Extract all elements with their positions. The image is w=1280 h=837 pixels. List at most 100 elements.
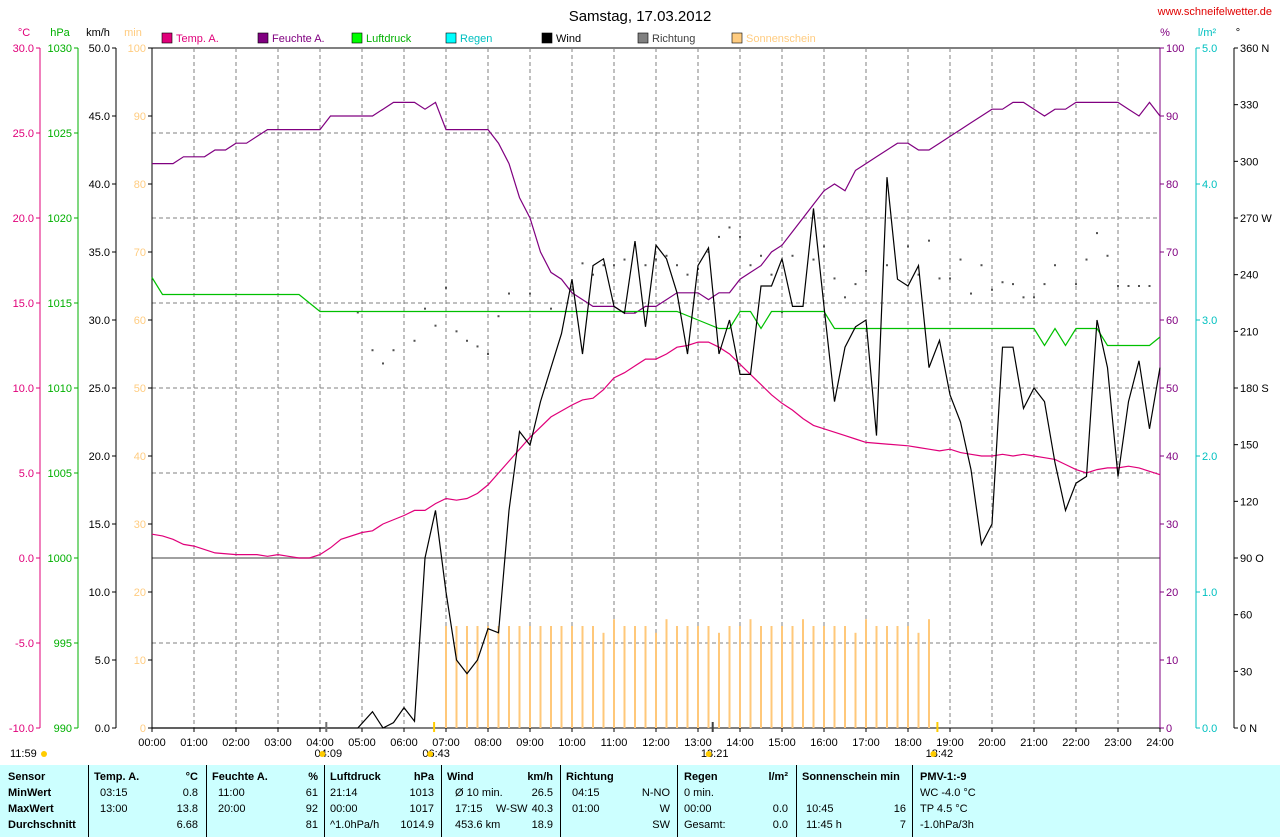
axis-tick-label-sun: 90 [134,111,146,123]
stats-value: N-NO [641,787,670,799]
axis-unit-press: hPa [50,27,70,39]
direction-point [550,307,552,310]
direction-point [476,345,479,348]
stats-value: 1013 [409,787,434,799]
axis-tick-label-wind: 30.0 [89,315,110,327]
watermark: www.schneifelwetter.de [1157,6,1272,18]
direction-point [497,315,500,318]
axis-tick-label-wind: 10.0 [89,587,110,599]
stats-unit-wind: km/h [527,771,553,783]
direction-point [371,349,374,352]
stats-time: 10:45 [806,803,834,815]
axis-unit-temp: °C [18,27,30,39]
x-tick-label: 11:00 [601,737,628,749]
direction-point [917,273,920,276]
stats-header-temp: Temp. A. [94,771,140,783]
direction-point [382,362,384,365]
axis-tick-label-temp: 5.0 [19,468,34,480]
direction-point [865,269,867,272]
stats-value: SW [652,819,670,831]
stats-header-sensor: Sensor [8,771,46,783]
stats-pmv-value: WC -4.0 °C [920,787,976,799]
stats-divider [88,765,89,837]
direction-point [392,349,395,352]
axis-tick-label-press: 1015 [48,298,72,310]
x-tick-label: 03:00 [264,737,292,749]
stats-time: 13:00 [100,803,128,815]
stats-divider [912,765,913,837]
axis-tick-label-rain: 2.0 [1202,451,1217,463]
stats-value: 0.0 [772,803,788,815]
stats-value: 6.68 [176,819,198,831]
stats-header-humidity: Feuchte A. [212,771,268,783]
stats-table: Sensor MinWert MaxWert Durchschnitt Temp. A.… [0,765,1280,837]
legend-label: Wind [556,33,581,45]
stats-time: 11:00 [218,787,245,799]
x-tick-label: 09:00 [516,737,544,749]
direction-point [665,254,668,257]
stats-direction: W-SW [496,803,528,815]
axis-tick-label-press: 995 [54,638,72,650]
direction-point [938,277,941,280]
x-tick-label: 14:00 [726,737,754,749]
stats-time: 00:00 [684,803,712,815]
axis-tick-label-dir: 120 [1240,496,1258,508]
stats-time: 11:45 h [806,819,842,831]
direction-point [959,258,962,261]
stats-unit-humidity: % [308,771,318,783]
direction-point [781,311,783,314]
stats-divider [796,765,797,837]
direction-point [970,292,972,295]
direction-point [592,273,594,276]
axis-tick-label-wind: 20.0 [89,451,110,463]
stats-pmv-value: TP 4.5 °C [920,803,968,815]
direction-point [445,286,447,289]
direction-point [466,339,468,342]
direction-point [356,311,359,314]
direction-point [1148,285,1151,287]
stats-value: 1014.9 [400,819,434,831]
axis-tick-label-temp: 0.0 [19,553,34,565]
stats-value: 7 [899,819,906,831]
stats-unit-pressure: hPa [413,771,434,783]
legend-swatch [445,32,457,44]
x-tick-label: 13:00 [684,737,712,749]
direction-point [613,264,615,267]
axis-tick-label-press: 990 [54,723,72,735]
axis-tick-label-rain: 4.0 [1202,179,1217,191]
stats-time: Gesamt: [684,819,726,831]
stats-time: 453.6 km [455,819,501,831]
direction-point [749,264,752,267]
axis-tick-label-hum: 60 [1166,315,1178,327]
direction-point [728,226,731,229]
legend-swatch [541,32,553,44]
direction-point [413,339,416,342]
axis-tick-label-wind: 5.0 [95,655,110,667]
axis-tick-label-dir: 90 O [1240,553,1264,565]
axis-tick-label-wind: 35.0 [89,247,110,259]
axis-tick-label-press: 1000 [48,553,72,565]
axis-tick-label-hum: 90 [1166,111,1178,123]
direction-point [980,264,983,267]
stats-value: 26.5 [531,787,553,799]
stats-time: 0 min. [684,787,714,799]
axis-tick-label-sun: 20 [134,587,146,599]
axis-tick-label-hum: 30 [1166,519,1178,531]
axis-tick-label-dir: 300 [1240,156,1258,168]
stats-divider [206,765,207,837]
stats-row-label: MinWert [8,787,52,799]
direction-point [644,264,647,267]
direction-point [1127,285,1130,287]
axis-tick-label-hum: 50 [1166,383,1178,395]
direction-point [760,254,762,257]
axis-tick-label-dir: 60 [1240,610,1252,622]
x-tick-label: 20:00 [978,737,1006,749]
weather-chart: Samstag, 17.03.2012 www.schneifelwetter.d… [9,6,1272,760]
direction-point [487,353,489,355]
direction-point [602,264,605,267]
stats-header-pressure: Luftdruck [330,771,381,783]
time-marker-label: 13:21 [701,748,729,760]
stats-header-pmv: PMV-1:-9 [920,771,967,783]
direction-point [634,311,636,314]
stats-value: 1017 [409,803,434,815]
